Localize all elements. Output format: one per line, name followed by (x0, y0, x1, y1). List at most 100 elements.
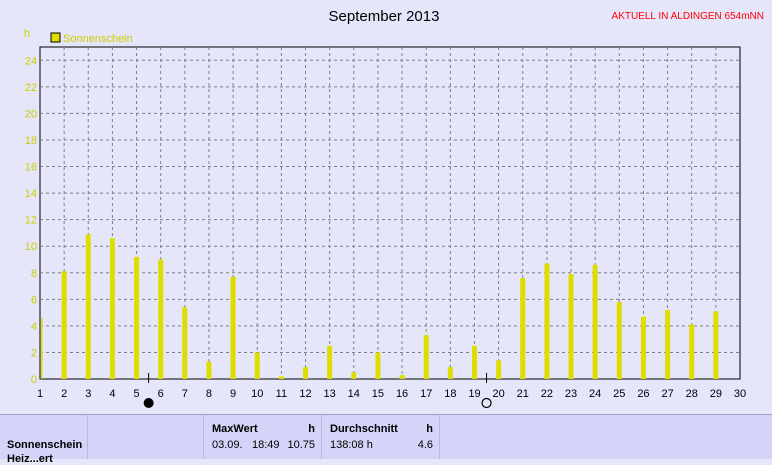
grid (40, 47, 740, 379)
bar-day-5 (134, 256, 140, 379)
bar-day-9 (230, 276, 236, 379)
max-unit: h (308, 423, 315, 435)
x-tick-label: 15 (372, 388, 384, 400)
x-tick-label: 29 (710, 388, 722, 400)
x-tick-label: 14 (348, 388, 360, 400)
y-unit-label: h (24, 28, 30, 40)
bar-day-19 (471, 345, 477, 379)
x-tick-label: 21 (517, 388, 529, 400)
y-tick-label: 24 (25, 55, 37, 67)
new-moon-icon (143, 398, 154, 408)
y-tick-label: 2 (31, 347, 37, 359)
x-tick-label: 7 (182, 388, 188, 400)
bar-day-22 (544, 263, 550, 379)
y-tick-label: 10 (25, 241, 37, 253)
x-tick-label: 13 (324, 388, 336, 400)
max-value: 10.75 (287, 439, 315, 451)
moon-phase-markers (143, 373, 492, 409)
max-header: MaxWert (212, 423, 258, 435)
stats-row-label-cell: Sonnenschein Heiz...ert (0, 415, 88, 465)
x-tick-label: 8 (206, 388, 212, 400)
stats-row-label-2: Heiz...ert (7, 453, 53, 465)
y-tick-label: 4 (31, 321, 37, 333)
avg-total: 138:08 h (330, 439, 373, 451)
bar-day-7 (182, 307, 188, 379)
max-time: 18:49 (252, 439, 280, 451)
x-tick-label: 9 (230, 388, 236, 400)
x-tick-label: 5 (133, 388, 139, 400)
x-tick-label: 18 (444, 388, 456, 400)
bar-day-15 (375, 352, 381, 379)
x-tick-label: 23 (565, 388, 577, 400)
x-tick-label: 3 (85, 388, 91, 400)
stats-empty-cell (88, 415, 204, 459)
x-tick-label: 6 (158, 388, 164, 400)
bar-day-2 (61, 271, 67, 379)
bar-day-3 (85, 234, 91, 379)
x-tick-label: 30 (734, 388, 746, 400)
avg-value: 4.6 (417, 439, 433, 451)
legend: Sonnenschein (50, 32, 133, 45)
stats-spacer-cell (440, 415, 772, 459)
bar-day-21 (520, 278, 526, 379)
bar-day-1 (41, 317, 43, 379)
station-label: AKTUELL IN ALDINGEN 654mNN (612, 11, 764, 22)
bar-day-16 (399, 375, 405, 379)
y-tick-label: 20 (25, 108, 37, 120)
x-tick-label: 10 (251, 388, 263, 400)
y-tick-label: 22 (25, 82, 37, 94)
bar-day-28 (689, 324, 695, 379)
x-tick-label: 17 (420, 388, 432, 400)
y-tick-label: 18 (25, 135, 37, 147)
x-tick-label: 12 (299, 388, 311, 400)
stats-avg-cell: Durchschnitt h 138:08 h 4.6 (322, 415, 440, 459)
stats-row-label: Sonnenschein (7, 439, 83, 451)
x-tick-label: 25 (613, 388, 625, 400)
bar-day-8 (206, 361, 212, 379)
y-tick-label: 14 (25, 188, 37, 200)
bar-day-14 (351, 372, 357, 379)
avg-header: Durchschnitt (330, 423, 398, 435)
y-tick-label: 8 (31, 268, 37, 280)
legend-swatch (50, 32, 61, 43)
full-moon-icon (481, 397, 492, 409)
bar-day-13 (327, 345, 333, 379)
bar-day-25 (616, 301, 622, 379)
x-tick-label: 20 (492, 388, 504, 400)
y-tick-label: 12 (25, 215, 37, 227)
stats-max-cell: MaxWert h 03.09. 18:49 10.75 (204, 415, 322, 459)
bar-day-20 (496, 360, 502, 379)
x-tick-label: 19 (468, 388, 480, 400)
bar-day-27 (665, 309, 671, 379)
bar-day-10 (254, 352, 260, 379)
x-tick-label: 4 (109, 388, 115, 400)
avg-unit: h (426, 423, 433, 435)
x-axis-ticks: 1 2 3 4 5 6 7 8 9 10 11 12 13 14 15 16 17 18 19 20 21 22 23 24 2… (37, 388, 746, 400)
x-tick-label: 2 (61, 388, 67, 400)
x-tick-label: 11 (276, 388, 287, 400)
max-date: 03.09. (212, 439, 243, 451)
bar-day-11 (278, 376, 284, 379)
x-tick-label: 24 (589, 388, 601, 400)
y-tick-label: 16 (25, 162, 37, 174)
y-tick-label: 6 (31, 294, 37, 306)
bar-day-17 (423, 335, 429, 379)
bar-day-26 (640, 316, 646, 379)
x-tick-label: 1 (37, 388, 43, 400)
bar-day-29 (713, 311, 719, 379)
legend-label: Sonnenschein (63, 33, 133, 45)
chart-title: September 2013 (329, 8, 440, 25)
x-tick-label: 26 (637, 388, 649, 400)
x-tick-label: 28 (686, 388, 698, 400)
bar-day-24 (592, 264, 598, 379)
x-tick-label: 16 (396, 388, 408, 400)
plot-area (39, 46, 741, 380)
y-tick-label: 0 (31, 374, 37, 386)
bar-day-23 (568, 274, 574, 379)
x-tick-label: 27 (661, 388, 673, 400)
bars (41, 234, 719, 379)
stats-table: Sonnenschein Heiz...ert MaxWert h 03.09.… (0, 414, 772, 465)
x-tick-label: 22 (541, 388, 553, 400)
bar-day-4 (109, 238, 115, 379)
